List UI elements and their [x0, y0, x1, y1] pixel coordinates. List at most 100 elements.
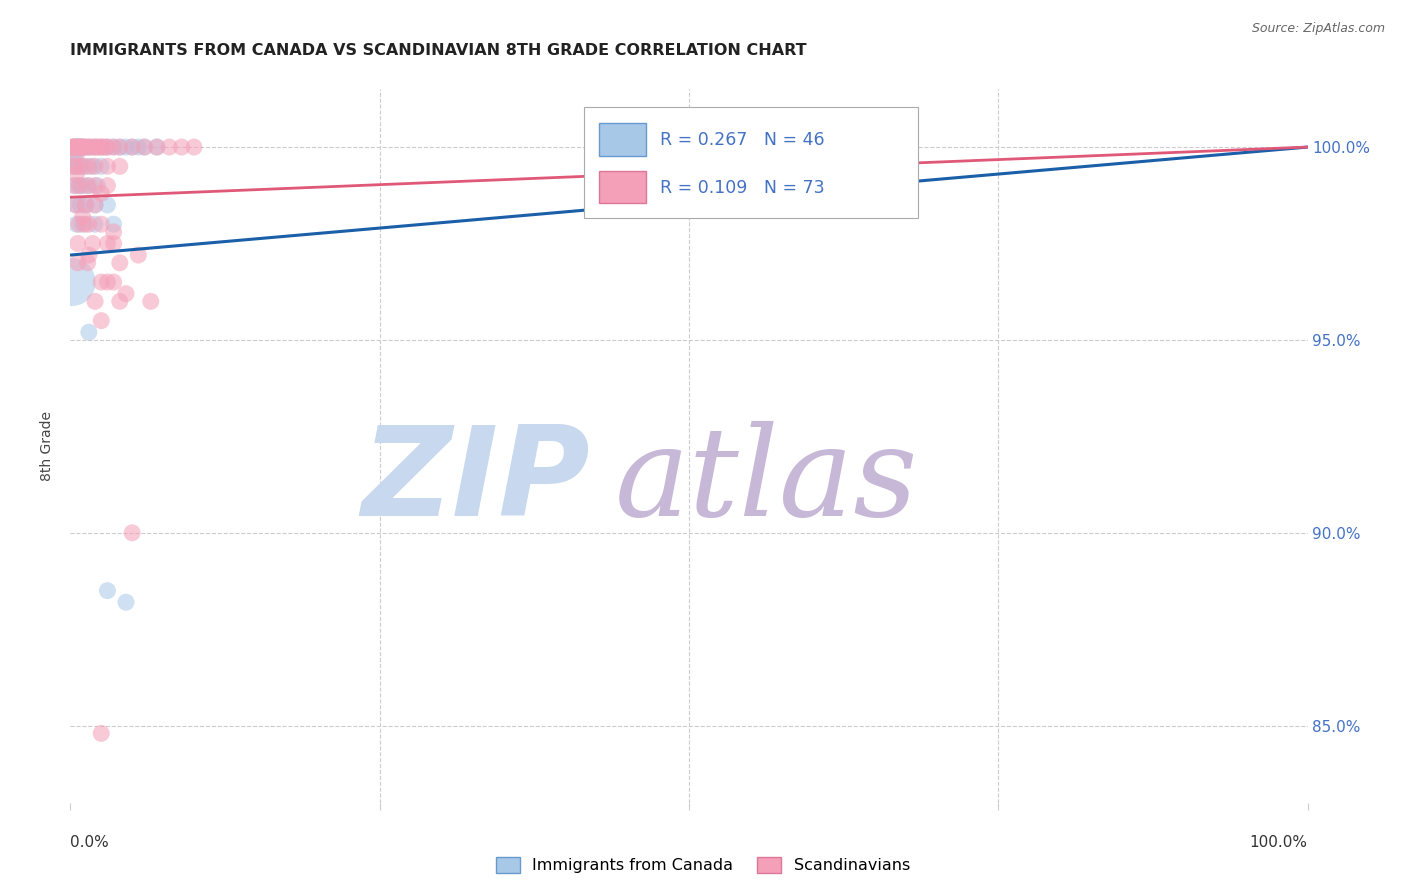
- Point: [134, 140, 156, 154]
- Y-axis label: 8th Grade: 8th Grade: [41, 411, 55, 481]
- FancyBboxPatch shape: [599, 171, 645, 203]
- Point: [72, 140, 94, 154]
- Point: [65, 217, 87, 231]
- Point: [79, 140, 101, 154]
- Point: [62, 159, 84, 173]
- Point: [67, 178, 90, 193]
- Point: [67, 140, 90, 154]
- Point: [127, 140, 149, 154]
- Point: [183, 140, 205, 154]
- Point: [65, 140, 87, 154]
- Point: [91, 140, 114, 154]
- FancyBboxPatch shape: [599, 123, 645, 155]
- Point: [77, 159, 100, 173]
- Point: [76, 178, 98, 193]
- Point: [75, 140, 97, 154]
- Point: [67, 217, 90, 231]
- Text: 100.0%: 100.0%: [1250, 835, 1308, 850]
- Point: [121, 140, 143, 154]
- Point: [121, 140, 143, 154]
- Point: [75, 140, 97, 154]
- Point: [65, 159, 87, 173]
- Point: [90, 186, 112, 201]
- Point: [127, 248, 149, 262]
- Point: [77, 140, 100, 154]
- Point: [96, 198, 118, 212]
- Point: [84, 198, 107, 212]
- Point: [89, 140, 111, 154]
- Point: [103, 236, 125, 251]
- Point: [63, 159, 86, 173]
- Point: [115, 286, 138, 301]
- Point: [65, 140, 87, 154]
- Point: [60, 148, 83, 162]
- Text: Source: ZipAtlas.com: Source: ZipAtlas.com: [1251, 22, 1385, 36]
- Point: [60, 140, 83, 154]
- Point: [115, 140, 138, 154]
- Point: [70, 140, 93, 154]
- Point: [77, 217, 100, 231]
- Point: [69, 159, 91, 173]
- Text: atlas: atlas: [614, 421, 918, 542]
- Text: R = 0.109   N = 73: R = 0.109 N = 73: [661, 178, 825, 196]
- Point: [76, 140, 98, 154]
- Point: [72, 178, 94, 193]
- Point: [157, 140, 180, 154]
- Point: [84, 140, 107, 154]
- Point: [65, 148, 87, 162]
- Point: [84, 140, 107, 154]
- Point: [90, 275, 112, 289]
- Point: [82, 236, 104, 251]
- Point: [72, 140, 94, 154]
- Point: [69, 178, 91, 193]
- Point: [72, 217, 94, 231]
- Text: IMMIGRANTS FROM CANADA VS SCANDINAVIAN 8TH GRADE CORRELATION CHART: IMMIGRANTS FROM CANADA VS SCANDINAVIAN 8…: [70, 43, 807, 58]
- Point: [84, 178, 107, 193]
- Point: [170, 140, 193, 154]
- Point: [103, 275, 125, 289]
- Point: [90, 313, 112, 327]
- Point: [60, 275, 83, 289]
- Point: [86, 140, 108, 154]
- Point: [66, 256, 89, 270]
- Point: [146, 140, 169, 154]
- Point: [103, 140, 125, 154]
- Point: [84, 159, 107, 173]
- Point: [96, 583, 118, 598]
- Point: [108, 256, 131, 270]
- Point: [108, 294, 131, 309]
- Point: [75, 198, 97, 212]
- Point: [75, 198, 97, 212]
- FancyBboxPatch shape: [583, 107, 918, 218]
- Point: [65, 198, 87, 212]
- Legend: Immigrants from Canada, Scandinavians: Immigrants from Canada, Scandinavians: [489, 850, 917, 880]
- Point: [65, 198, 87, 212]
- Point: [94, 140, 117, 154]
- Point: [65, 167, 87, 181]
- Point: [96, 178, 118, 193]
- Point: [75, 159, 97, 173]
- Text: ZIP: ZIP: [361, 421, 591, 542]
- Point: [96, 159, 118, 173]
- Point: [139, 294, 162, 309]
- Point: [863, 140, 886, 154]
- Point: [134, 140, 156, 154]
- Point: [66, 140, 89, 154]
- Point: [96, 140, 118, 154]
- Point: [77, 248, 100, 262]
- Point: [63, 140, 86, 154]
- Point: [77, 325, 100, 339]
- Point: [65, 178, 87, 193]
- Point: [66, 140, 89, 154]
- Point: [69, 198, 91, 212]
- Point: [82, 159, 104, 173]
- Point: [65, 140, 87, 154]
- Point: [82, 140, 104, 154]
- Point: [103, 140, 125, 154]
- Point: [63, 140, 86, 154]
- Point: [121, 525, 143, 540]
- Text: R = 0.267   N = 46: R = 0.267 N = 46: [661, 131, 825, 149]
- Point: [90, 217, 112, 231]
- Point: [108, 140, 131, 154]
- Point: [76, 256, 98, 270]
